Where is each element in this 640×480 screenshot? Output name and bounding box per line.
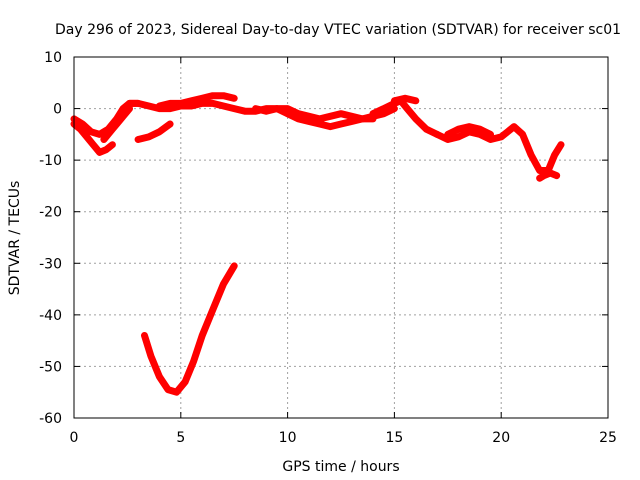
series-line-segment-11 xyxy=(390,94,420,105)
axis-ticks xyxy=(73,56,609,419)
series-line-segment-10 xyxy=(369,97,441,138)
series-line-segment-5 xyxy=(155,92,238,110)
y-tick-label: -40 xyxy=(39,308,62,324)
x-tick-label: 10 xyxy=(279,430,297,446)
y-tick-label: -30 xyxy=(39,256,62,272)
x-axis-label: GPS time / hours xyxy=(282,459,399,475)
series-line-segment-12 xyxy=(433,123,565,174)
y-tick-label: -20 xyxy=(39,205,62,221)
x-tick-label: 25 xyxy=(599,430,617,446)
y-tick-label: -50 xyxy=(39,359,62,375)
series-line-segment-7 xyxy=(141,262,238,396)
x-tick-labels: 0 5 10 15 20 25 xyxy=(70,430,617,446)
series-line-segment-14 xyxy=(536,169,561,182)
y-tick-label: -60 xyxy=(39,411,62,427)
series-line-segment-6 xyxy=(134,120,174,143)
x-tick-label: 15 xyxy=(385,430,403,446)
plot-frame xyxy=(73,56,609,419)
series-line-segment-13 xyxy=(444,123,494,138)
y-tick-label: 10 xyxy=(44,50,62,66)
series-line-segment-1 xyxy=(70,120,116,156)
y-axis-label: SDTVAR / TECUs xyxy=(7,181,23,296)
x-tick-label: 5 xyxy=(176,430,185,446)
y-tick-label: -10 xyxy=(39,153,62,169)
x-tick-label: 20 xyxy=(492,430,510,446)
x-tick-label: 0 xyxy=(70,430,79,446)
series-line-segment-3 xyxy=(100,105,133,143)
chart-title: Day 296 of 2023, Sidereal Day-to-day VTE… xyxy=(55,22,621,38)
series-line-segment-9 xyxy=(252,105,377,123)
y-tick-label: 0 xyxy=(53,102,62,118)
data-series xyxy=(70,92,565,396)
y-tick-labels: 10 0 -10 -20 -30 -40 -50 -60 xyxy=(39,50,62,427)
